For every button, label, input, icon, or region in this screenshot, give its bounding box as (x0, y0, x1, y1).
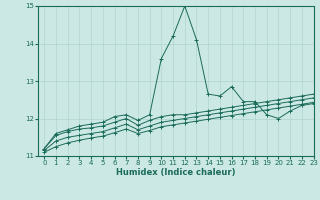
X-axis label: Humidex (Indice chaleur): Humidex (Indice chaleur) (116, 168, 236, 177)
